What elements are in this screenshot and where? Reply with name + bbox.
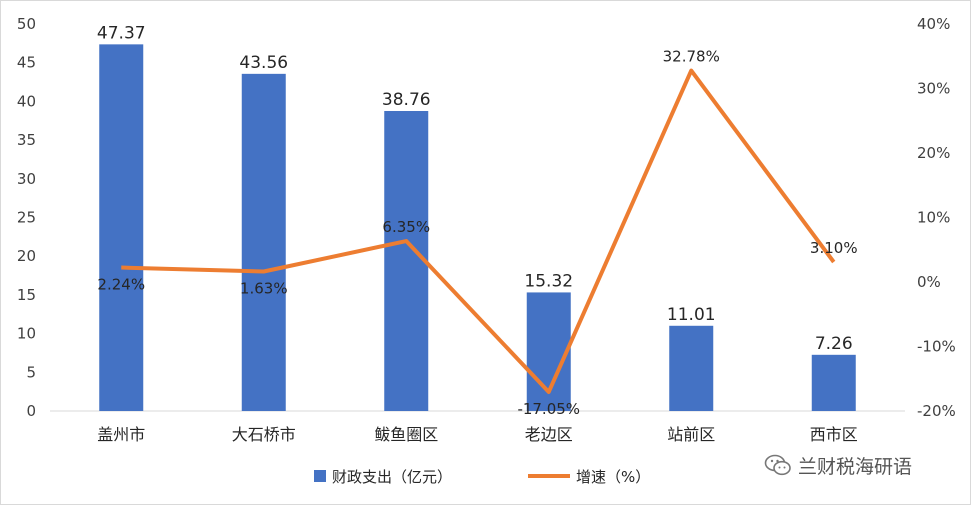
left-axis-tick: 10 (17, 325, 36, 343)
right-axis-tick: 40% (917, 15, 950, 33)
watermark: 兰财税海研语 (764, 452, 912, 478)
legend-line-label: 增速（%） (576, 468, 650, 486)
bar-series (99, 44, 856, 412)
category-label: 老边区 (525, 425, 573, 444)
legend-bar-swatch (314, 470, 326, 482)
category-label: 鲅鱼圈区 (374, 425, 438, 444)
left-axis-tick: 5 (26, 363, 36, 381)
line-data-label: 6.35% (382, 218, 430, 236)
right-axis-tick: 20% (917, 144, 950, 162)
bar (384, 110, 429, 412)
bar-data-label: 38.76 (382, 90, 431, 110)
category-label: 大石桥市 (232, 425, 296, 444)
line-data-label: 1.63% (240, 279, 288, 297)
left-axis-tick: 45 (17, 54, 36, 72)
right-axis-tick: 10% (917, 209, 950, 227)
left-axis-tick: 50 (17, 15, 36, 33)
bar (241, 73, 286, 412)
line-data-label: -17.05% (517, 400, 580, 418)
line-data-label: 3.10% (810, 239, 858, 257)
right-axis-tick: -10% (917, 338, 956, 356)
bar-data-labels: 47.37 43.56 38.76 15.32 11.01 7.26 (97, 23, 853, 353)
right-axis-ticks: -20% -10% 0% 10% 20% 30% 40% (917, 15, 956, 420)
line-data-label: 32.78% (663, 48, 720, 66)
category-label: 站前区 (667, 425, 715, 444)
bar (669, 325, 714, 411)
legend: 财政支出（亿元） 增速（%） (314, 468, 650, 486)
category-labels: 盖州市 大石桥市 鲅鱼圈区 老边区 站前区 西市区 (97, 425, 858, 444)
left-axis-tick: 35 (17, 131, 36, 149)
bar-data-label: 7.26 (815, 334, 853, 354)
line-data-label: 2.24% (97, 276, 145, 294)
watermark-text: 兰财税海研语 (798, 455, 913, 478)
bar-data-label: 15.32 (524, 271, 573, 291)
left-axis-tick: 40 (17, 92, 36, 110)
bar-data-label: 11.01 (667, 305, 716, 325)
left-axis-tick: 30 (17, 170, 36, 188)
right-axis-tick: -20% (917, 402, 956, 420)
right-axis-tick: 30% (917, 80, 950, 98)
bar (99, 44, 144, 411)
category-label: 西市区 (810, 425, 858, 444)
legend-bar-label: 财政支出（亿元） (332, 468, 452, 486)
wechat-icon (764, 454, 791, 476)
bar (811, 354, 856, 411)
left-axis-tick: 20 (17, 247, 36, 265)
bar-data-label: 47.37 (97, 23, 146, 43)
category-label: 盖州市 (97, 425, 145, 444)
bar-data-label: 43.56 (239, 53, 288, 73)
left-axis-tick: 25 (17, 209, 36, 227)
left-axis-ticks: 0 5 10 15 20 25 30 35 40 45 50 (17, 15, 36, 420)
left-axis-tick: 15 (17, 286, 36, 304)
growth-line (121, 68, 836, 394)
right-axis-tick: 0% (917, 273, 941, 291)
left-axis-tick: 0 (26, 402, 36, 420)
line-data-labels: 2.24% 1.63% 6.35% -17.05% 32.78% 3.10% (97, 48, 857, 418)
